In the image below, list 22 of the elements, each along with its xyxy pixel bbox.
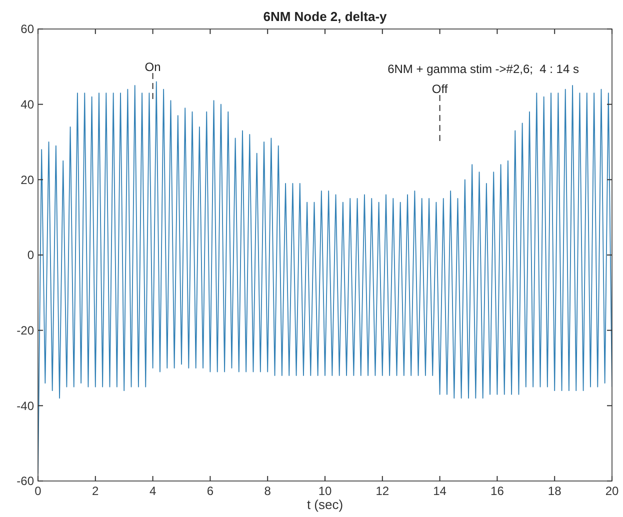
y-tick-label: 60 xyxy=(20,22,34,36)
annotation: 6NM + gamma stim ->#2,6; 4 : 14 s xyxy=(388,62,579,76)
x-axis-title: t (sec) xyxy=(306,497,344,512)
x-tick-label: 8 xyxy=(264,484,272,498)
x-tick-label: 6 xyxy=(206,484,214,498)
y-tick-label: 40 xyxy=(20,98,34,112)
x-tick-label: 18 xyxy=(548,484,562,498)
y-tick-label: -60 xyxy=(16,474,34,488)
x-tick-label: 20 xyxy=(605,484,619,498)
x-tick-label: 2 xyxy=(92,484,100,498)
x-tick-label: 12 xyxy=(376,484,390,498)
y-tick-label: -20 xyxy=(16,324,34,338)
x-tick-label: 10 xyxy=(318,484,332,498)
y-tick-label: 0 xyxy=(27,248,34,262)
x-tick-label: 16 xyxy=(490,484,504,498)
x-tick-label: 4 xyxy=(149,484,156,498)
x-tick-label: 14 xyxy=(433,484,447,498)
ref-line-label: On xyxy=(144,60,161,74)
ref-line-label: Off xyxy=(432,82,448,96)
y-tick-label: 20 xyxy=(20,172,34,187)
y-tick-label: -40 xyxy=(16,398,34,413)
chart-title: 6NM Node 2, delta-y xyxy=(263,9,388,24)
